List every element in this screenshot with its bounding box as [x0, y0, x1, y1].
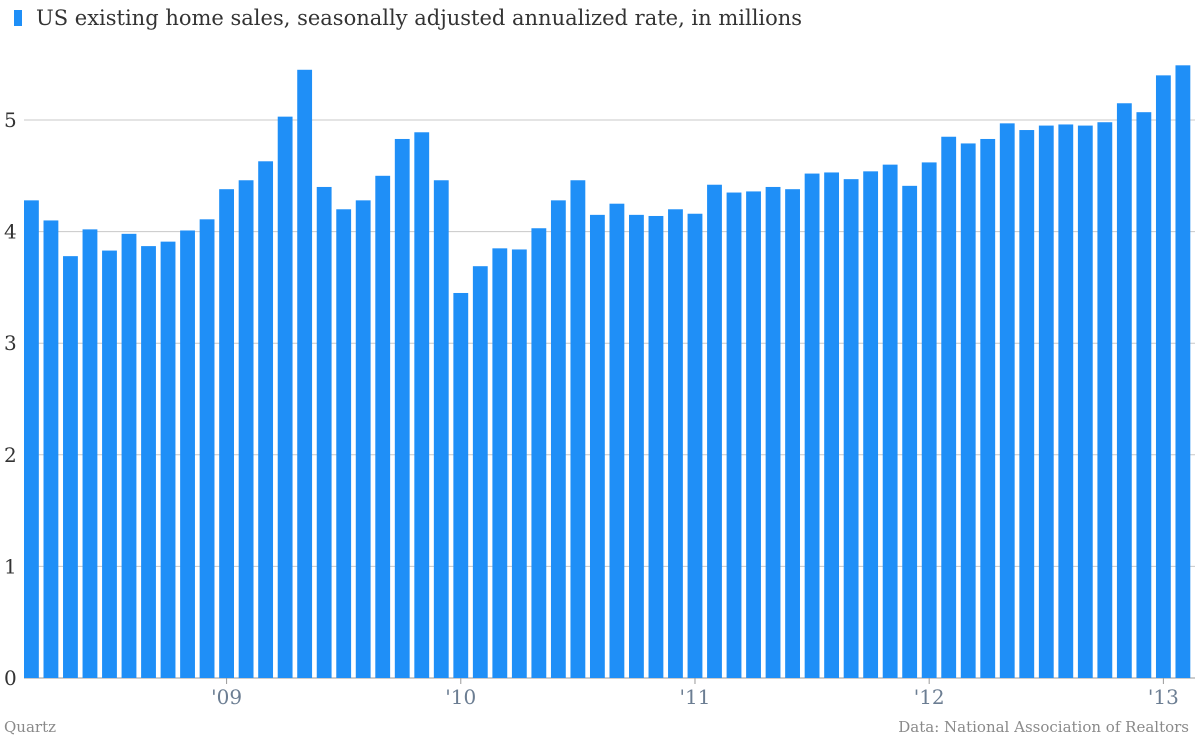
y-tick-label: 0	[4, 666, 17, 690]
bar-2008-08	[121, 233, 137, 678]
bar-2010-02	[472, 266, 488, 678]
bar-2009-06	[316, 186, 332, 678]
bar-2008-09	[141, 246, 156, 679]
source-label: Data: National Association of Realtors	[898, 718, 1189, 736]
bar-2010-08	[589, 214, 605, 679]
y-tick-label: 1	[4, 554, 17, 578]
bar-2012-05	[999, 123, 1015, 679]
bar-2010-06	[550, 200, 566, 678]
bar-2011-07	[804, 173, 820, 678]
bar-2012-02	[941, 136, 957, 679]
y-tick-label: 2	[4, 443, 17, 467]
bar-2011-01	[687, 213, 703, 679]
x-tick-label: '09	[211, 685, 242, 709]
bar-2012-06	[1019, 130, 1035, 679]
x-tick-label: '13	[1148, 685, 1179, 709]
bar-2012-07	[1038, 125, 1054, 678]
bar-2008-03	[24, 200, 39, 678]
bar-2013-01	[1155, 75, 1171, 679]
bar-2010-07	[570, 180, 586, 678]
bar-2010-09	[609, 203, 625, 678]
bar-2009-02	[238, 180, 254, 678]
bar-2010-03	[492, 248, 508, 678]
legend: US existing home sales, seasonally adjus…	[14, 6, 802, 30]
brand-label: Quartz	[4, 718, 57, 736]
x-axis: '09 '10 '11 '12 '13	[211, 678, 1179, 709]
bar-2011-06	[785, 189, 800, 678]
bar-2010-12	[668, 209, 683, 678]
bar-2010-05	[531, 228, 547, 678]
bars	[24, 65, 1191, 679]
bar-2008-06	[82, 229, 98, 678]
bar-2011-11	[882, 164, 898, 678]
bar-2010-04	[511, 249, 527, 678]
bar-2009-11	[414, 132, 430, 678]
bar-2012-01	[921, 162, 937, 678]
bar-2011-10	[863, 171, 879, 678]
bar-2010-10	[629, 214, 644, 679]
bar-2008-10	[160, 241, 176, 678]
bar-2009-04	[277, 116, 293, 678]
x-tick-label: '12	[914, 685, 945, 709]
bar-2012-12	[1136, 112, 1152, 678]
x-tick-label: '10	[445, 685, 476, 709]
bar-2008-04	[43, 220, 59, 678]
bar-2010-01	[453, 292, 469, 678]
bar-2011-12	[902, 185, 918, 678]
bar-2011-08	[824, 172, 840, 678]
y-axis: 0 1 2 3 4 5	[4, 108, 17, 690]
bar-2012-11	[1116, 103, 1132, 678]
x-tick-label: '11	[680, 685, 711, 709]
bar-2009-12	[433, 180, 449, 678]
legend-swatch	[14, 10, 22, 26]
bar-2011-05	[765, 186, 781, 678]
bar-2012-08	[1058, 124, 1074, 678]
bar-2008-07	[102, 250, 117, 678]
y-tick-label: 5	[4, 108, 17, 132]
bar-2009-08	[355, 200, 371, 678]
bar-2008-05	[63, 256, 78, 678]
bar-2012-09	[1077, 125, 1093, 678]
bar-2009-10	[394, 138, 410, 679]
bar-2012-04	[980, 138, 996, 679]
bar-2009-03	[258, 161, 274, 679]
y-tick-label: 4	[4, 220, 17, 244]
bar-2013-02	[1175, 65, 1191, 678]
bar-2010-11	[648, 215, 664, 679]
bar-2011-04	[746, 191, 761, 679]
bar-2009-05	[297, 69, 313, 678]
bar-2009-09	[375, 175, 391, 679]
bar-2008-11	[180, 230, 195, 679]
bar-2011-03	[726, 192, 742, 679]
legend-label: US existing home sales, seasonally adjus…	[36, 6, 803, 30]
bar-2011-09	[843, 179, 859, 678]
bar-2009-01	[219, 189, 234, 678]
bar-2008-12	[199, 219, 215, 678]
bar-2011-02	[707, 184, 722, 679]
bar-2012-03	[960, 143, 976, 678]
y-tick-label: 3	[4, 331, 17, 355]
bar-2009-07	[336, 209, 352, 678]
bar-2012-10	[1097, 122, 1113, 679]
